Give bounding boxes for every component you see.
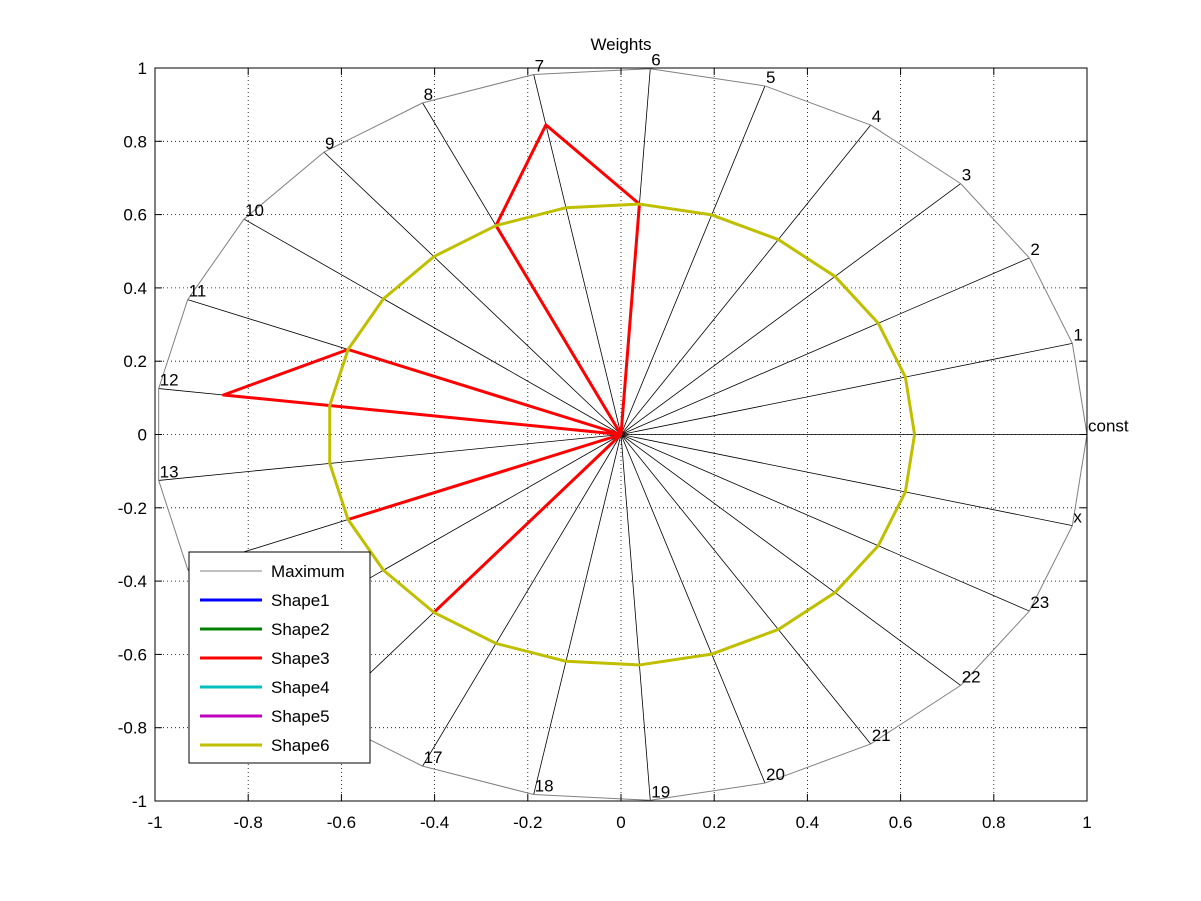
spoke-label: 8 [424,85,433,104]
legend-label: Shape1 [271,591,330,610]
spoke-line [620,183,961,435]
spoke-label: 10 [245,201,264,220]
spoke-label: 12 [160,371,179,390]
spoke-line [620,434,872,745]
axis-ticks: -1 -0.8 -0.6 -0.4 -0.2 0 0.2 0.4 0.6 0.8 1 -1 -0.8 -0… [118,59,1092,832]
spoke-label: 13 [160,462,179,481]
x-tick-label: 1 [1082,813,1091,832]
y-tick-label: 0 [138,426,147,445]
x-tick-label: 0 [616,813,625,832]
spoke-line [533,74,622,435]
spoke-label: 20 [766,765,785,784]
legend-label: Shape6 [271,736,330,755]
spoke-label: 11 [189,282,207,301]
spoke-line [323,151,622,435]
spoke-label: 22 [962,667,981,686]
spoke-line [620,342,1073,435]
spoke-line [533,434,622,795]
spoke-label: 17 [424,748,443,767]
y-tick-label: 0.2 [123,352,147,371]
x-tick-label: -0.2 [513,813,542,832]
spoke-label: 19 [651,782,670,801]
y-tick-label: -0.6 [118,645,147,664]
spoke-label: 4 [872,107,881,126]
spoke-label: 1 [1073,325,1082,344]
x-tick-label: -0.4 [420,813,449,832]
x-tick-label: 0.4 [796,813,820,832]
spoke-line [158,434,622,481]
y-tick-label: -0.8 [118,719,147,738]
spoke-label: 18 [535,777,554,796]
spoke-line [620,434,766,784]
y-tick-label: 0.4 [123,279,147,298]
spoke-label: 6 [651,51,660,70]
spoke-label: const [1088,417,1129,436]
x-tick-label: 0.6 [889,813,913,832]
spoke-label: 3 [962,166,971,185]
x-tick-label: 0.2 [702,813,726,832]
legend-label: Maximum [271,562,345,581]
spoke-label: 21 [872,726,891,745]
spoke-label: 2 [1030,240,1039,259]
spoke-line [620,124,872,435]
spoke-label: 5 [766,68,775,87]
spoke-line [243,218,622,435]
series-line-shape3 [221,123,641,614]
spoke-line [422,434,622,767]
chart-title: Weights [590,35,651,54]
y-tick-label: -1 [132,792,147,811]
spoke-line [620,257,1030,435]
spoke-line [620,434,651,801]
y-tick-label: 1 [138,59,147,78]
legend-label: Shape5 [271,707,330,726]
y-tick-label: -0.2 [118,499,147,518]
legend-label: Shape2 [271,620,330,639]
spoke-label: 23 [1030,593,1049,612]
spoke-label: x [1073,508,1082,527]
y-tick-label: 0.8 [123,132,147,151]
x-tick-label: 0.8 [982,813,1006,832]
spoke-line [620,434,1073,527]
spoke-label: 7 [535,56,544,75]
spoke-line [620,85,766,435]
legend-label: Shape4 [271,678,330,697]
spoke-line [620,434,961,686]
spoke-line [620,434,1030,612]
x-tick-label: -1 [147,813,162,832]
spoke-label: 9 [325,134,334,153]
y-tick-label: -0.4 [118,572,147,591]
series-line-shape6 [328,202,917,667]
legend: Maximum Shape1 Shape2 Shape3 Shape4 Shape5 Sha… [188,551,371,764]
x-tick-label: -0.6 [327,813,356,832]
x-tick-label: -0.8 [234,813,263,832]
y-tick-label: 0.6 [123,206,147,225]
legend-label: Shape3 [271,649,330,668]
